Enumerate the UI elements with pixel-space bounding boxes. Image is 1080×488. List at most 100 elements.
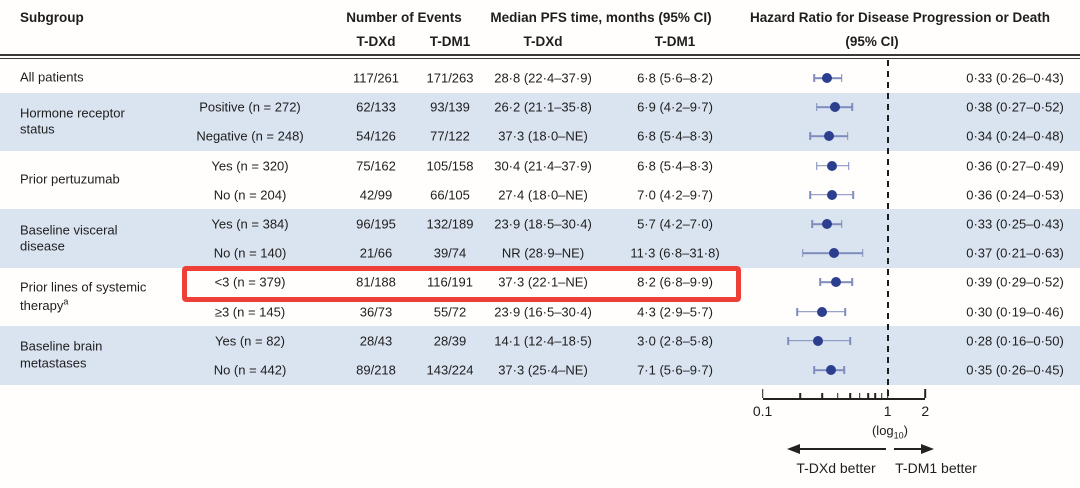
events-tdm1-value: 116/191: [426, 274, 474, 290]
hr-ci-value: 0·37 (0·21–0·63): [966, 245, 1064, 261]
ci-cap: [840, 220, 843, 228]
pfs-tdm1-value: 8·2 (6·8–9·9): [637, 274, 713, 290]
events-tdxd-value: 89/218: [356, 362, 396, 378]
axis-tick-label: 1: [883, 403, 892, 419]
axis-tick-minor: [799, 393, 802, 398]
pfs-group-header: Median PFS time, months (95% CI): [490, 10, 712, 25]
group-label: Prior lines of systemic therapya: [20, 279, 147, 313]
pfs-tdm1-value: 3·0 (2·8–5·8): [637, 333, 713, 349]
axis-tick-minor: [837, 393, 839, 398]
group-stripe: [0, 209, 1080, 268]
group-label: All patients: [20, 69, 84, 85]
hr-ci-value: 0·28 (0·16–0·50): [966, 333, 1064, 349]
log-note-close: ): [903, 423, 909, 438]
events-tdm1-value: 28/39: [433, 333, 467, 349]
group-label: Baseline brain metastases: [20, 338, 103, 371]
tdm1-better-arrow-line: [894, 448, 922, 450]
hr-ci-value: 0·34 (0·24–0·48): [966, 128, 1064, 144]
hr-point-dot: [822, 73, 833, 83]
hr-point-dot: [827, 160, 838, 171]
axis-tick-major: [924, 389, 927, 398]
ci-cap: [852, 190, 854, 199]
subgroup-value: Yes (n = 320): [211, 158, 289, 174]
hr-point-dot: [822, 219, 833, 229]
events-tdm1-value: 132/189: [426, 216, 474, 232]
events-group-header: Number of Events: [346, 10, 462, 25]
pfs-tdm1-value: 11·3 (6·8–31·8): [630, 245, 720, 261]
pfs-tdm1-value: 6·8 (5·4–8·3): [637, 158, 713, 174]
pfs-tdxd-value: 30·4 (21·4–37·9): [494, 158, 592, 174]
ci-cap: [819, 278, 822, 287]
ci-cap: [861, 249, 864, 258]
highlight-box: [182, 266, 741, 303]
pfs-tdxd-value: 28·8 (22·4–37·9): [494, 70, 592, 86]
ci-cap: [809, 190, 811, 199]
pfs-tdxd-value: 37·3 (25·4–NE): [498, 362, 588, 378]
ci-cap: [815, 103, 818, 112]
events-tdm1-subheader: T-DM1: [429, 34, 471, 49]
ci-cap: [848, 161, 850, 170]
pfs-tdxd-value: 37·3 (18·0–NE): [498, 128, 588, 144]
ci-cap: [846, 132, 849, 141]
events-tdm1-value: 66/105: [430, 187, 470, 203]
hr-ci-subheader: (95% CI): [845, 34, 899, 49]
ci-cap: [811, 220, 814, 228]
hr-point-dot: [813, 335, 824, 346]
axis-tick-major: [761, 389, 764, 398]
pfs-tdxd-value: 14·1 (12·4–18·5): [494, 333, 592, 349]
axis-tick-major: [886, 389, 889, 398]
pfs-tdm1-value: 6·8 (5·6–8·2): [637, 70, 713, 86]
hr-ci-value: 0·36 (0·27–0·49): [966, 158, 1064, 174]
events-tdxd-value: 75/162: [356, 158, 396, 174]
axis-tick-minor: [874, 393, 877, 398]
pfs-tdxd-value: NR (28·9–NE): [501, 245, 585, 261]
pfs-tdm1-value: 6·9 (4·2–9·7): [637, 99, 713, 115]
hr-group-header: Hazard Ratio for Disease Progression or …: [749, 10, 1051, 25]
pfs-tdm1-subheader: T-DM1: [654, 34, 696, 49]
hr-ci-value: 0·38 (0·27–0·52): [966, 99, 1064, 115]
events-tdm1-value: 143/224: [426, 362, 474, 378]
hr-ci-value: 0·36 (0·24–0·53): [966, 187, 1064, 203]
events-tdxd-value: 42/99: [359, 187, 393, 203]
tdm1-better-label: T-DM1 better: [895, 460, 977, 476]
events-tdm1-value: 77/122: [430, 128, 470, 144]
ci-cap: [796, 307, 799, 316]
events-tdxd-value: 21/66: [359, 245, 393, 261]
ci-cap: [840, 74, 843, 82]
ci-cap: [815, 161, 818, 170]
subgroup-header: Subgroup: [20, 10, 84, 25]
axis-tick-minor: [859, 393, 861, 398]
footnote-marker: a: [63, 296, 69, 307]
events-tdxd-value: 96/195: [356, 216, 396, 232]
ci-cap: [787, 336, 789, 345]
group-stripe: [0, 326, 1080, 385]
events-tdxd-value: 36/73: [359, 304, 393, 320]
hr-ci-value: 0·39 (0·29–0·52): [966, 274, 1064, 290]
ci-cap: [809, 132, 811, 141]
pfs-tdxd-value: 23·9 (16·5–30·4): [494, 304, 592, 320]
axis-tick-minor: [821, 393, 824, 398]
subgroup-value: No (n = 140): [213, 245, 287, 261]
header-rule-bottom: [0, 58, 1080, 59]
hr-point-dot: [827, 189, 838, 200]
events-tdxd-value: 117/261: [352, 70, 400, 86]
events-tdm1-value: 171/263: [426, 70, 474, 86]
pfs-tdxd-subheader: T-DXd: [523, 34, 563, 49]
group-label: Prior pertuzumab: [20, 171, 120, 187]
hr-ci-value: 0·35 (0·26–0·45): [966, 362, 1064, 378]
axis-tick-label: 0.1: [752, 403, 773, 419]
ci-cap: [844, 307, 847, 316]
hr-point-dot: [828, 248, 839, 259]
ci-cap: [843, 366, 846, 374]
subgroup-value: Yes (n = 82): [215, 333, 285, 349]
log-note-sub: 10: [893, 430, 904, 441]
hr-point-dot: [831, 277, 842, 288]
events-tdm1-value: 105/158: [426, 158, 474, 174]
events-tdxd-subheader: T-DXd: [356, 34, 396, 49]
hr-ci-value: 0·33 (0·25–0·43): [966, 216, 1064, 232]
log-scale-note: (log10): [872, 423, 908, 441]
tdxd-better-label: T-DXd better: [796, 460, 876, 476]
subgroup-value: Positive (n = 272): [199, 99, 301, 115]
tdxd-better-arrow-line: [799, 448, 886, 450]
